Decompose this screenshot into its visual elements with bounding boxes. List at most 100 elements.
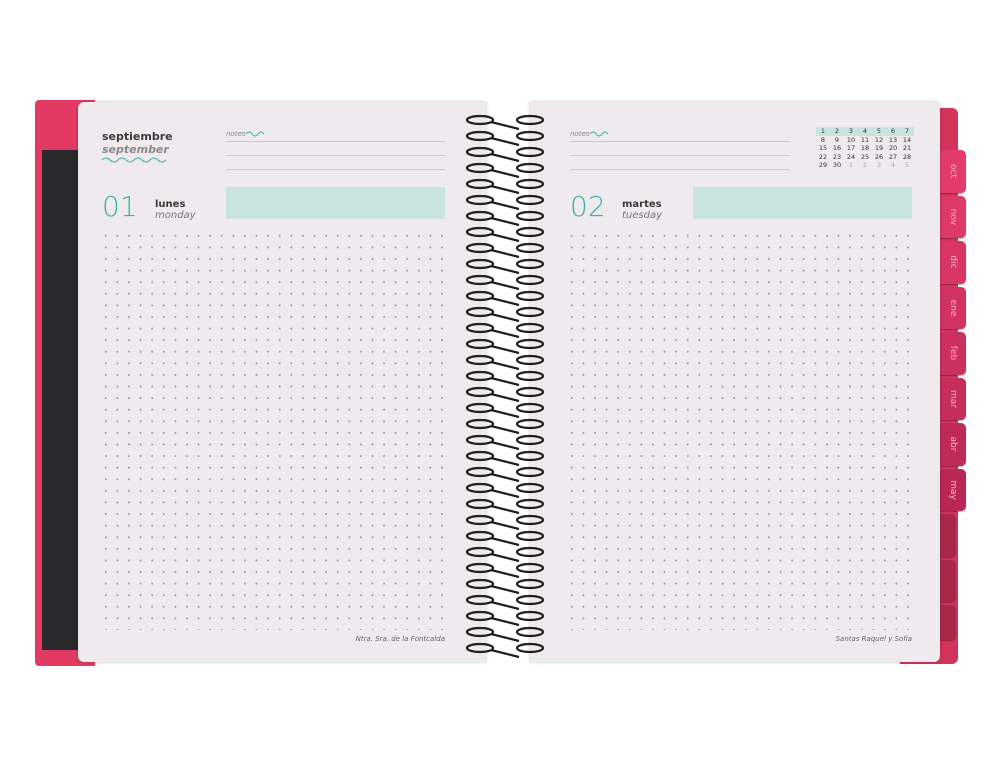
spiral-loop <box>465 546 495 558</box>
spiral-wire <box>490 120 520 131</box>
spiral-loop <box>465 242 495 254</box>
tab-label: feb <box>948 346 958 361</box>
spiral-wire <box>490 184 520 195</box>
spiral-wire <box>490 152 520 163</box>
calendar-day: 10 <box>846 135 856 144</box>
tab-label: may <box>948 479 958 500</box>
calendar-day: 2 <box>862 161 868 169</box>
spiral-wire <box>490 616 520 627</box>
saint-of-day: Ntra. Sra. de la Fontcalda <box>355 635 445 643</box>
calendar-day: 21 <box>902 144 912 152</box>
spiral-loop <box>515 418 545 430</box>
spiral-wire <box>490 376 520 387</box>
spiral-loop <box>465 402 495 414</box>
wave <box>246 131 264 137</box>
spiral-loop <box>465 642 495 654</box>
spiral-loop <box>465 418 495 430</box>
month-tab: ene <box>940 286 966 329</box>
month-tab: may <box>940 468 966 511</box>
note-line <box>570 155 790 156</box>
calendar-day: 29 <box>818 161 828 169</box>
calendar-day: 19 <box>874 144 884 152</box>
calendar-day: 5 <box>904 161 910 169</box>
spiral-loop <box>515 482 545 494</box>
spiral-wire <box>490 568 520 579</box>
spiral-loop <box>465 562 495 574</box>
month-tab: dic <box>940 241 966 284</box>
spiral-loop <box>515 242 545 254</box>
spiral-loop <box>465 290 495 302</box>
spiral-wire <box>490 520 520 531</box>
spiral-loop <box>515 114 545 126</box>
spiral-loop <box>465 434 495 446</box>
spiral-loop <box>515 386 545 398</box>
spiral-wire <box>490 552 520 563</box>
spiral-loop <box>465 258 495 270</box>
notes-label: notes <box>570 130 590 138</box>
spiral-wire <box>490 264 520 275</box>
spiral-loop <box>465 594 495 606</box>
weekday-english: monday <box>155 210 196 221</box>
spiral-loop <box>465 210 495 222</box>
spiral-loop <box>515 226 545 238</box>
tab-label: mar <box>948 389 958 408</box>
calendar-day: 24 <box>846 152 856 161</box>
tab-label: dic <box>948 255 958 269</box>
calendar-day: 8 <box>820 135 826 144</box>
calendar-day: 30 <box>832 161 842 169</box>
spiral-loop <box>465 482 495 494</box>
cover-pocket <box>42 150 80 650</box>
spiral-loop <box>515 354 545 366</box>
spiral-loop <box>515 530 545 542</box>
spiral-loop <box>465 146 495 158</box>
spiral-loop <box>515 210 545 222</box>
calendar-day: 1 <box>820 127 826 135</box>
notes-label: notes <box>226 130 246 138</box>
month-tab: mar <box>940 377 966 420</box>
spiral-loop <box>515 514 545 526</box>
calendar-day: 4 <box>862 127 868 135</box>
spiral-loop <box>465 386 495 398</box>
spiral-loop <box>515 370 545 382</box>
spiral-wire <box>490 360 520 371</box>
calendar-day: 3 <box>876 161 882 169</box>
spiral-loop <box>515 322 545 334</box>
spiral-wire <box>490 200 520 211</box>
calendar-day: 26 <box>874 152 884 161</box>
calendar-day: 13 <box>888 135 898 144</box>
calendar-day: 5 <box>876 127 882 135</box>
month-english: september <box>102 143 169 156</box>
spiral-loop <box>465 194 495 206</box>
spiral-loop <box>515 306 545 318</box>
calendar-day: 3 <box>848 127 854 135</box>
spiral-wire <box>490 168 520 179</box>
spiral-loop <box>465 610 495 622</box>
calendar-day: 2 <box>834 127 840 135</box>
calendar-day: 16 <box>832 144 842 152</box>
spiral-binding <box>465 114 545 659</box>
spiral-wire <box>490 472 520 483</box>
day-number: 02 <box>570 190 606 223</box>
spiral-loop <box>515 450 545 462</box>
month-tab <box>940 605 956 640</box>
spiral-loop <box>465 450 495 462</box>
calendar-day: 14 <box>902 135 912 144</box>
spiral-loop <box>465 578 495 590</box>
calendar-day: 9 <box>834 135 840 144</box>
calendar-day: 11 <box>860 135 870 144</box>
calendar-day: 25 <box>860 152 870 161</box>
month-tab <box>940 514 956 557</box>
calendar-day: 18 <box>860 144 870 152</box>
day-band <box>693 187 912 219</box>
spiral-wire <box>490 440 520 451</box>
note-line <box>226 141 445 142</box>
spiral-loop <box>515 130 545 142</box>
spiral-wire <box>490 488 520 499</box>
spiral-wire <box>490 232 520 243</box>
spiral-wire <box>490 584 520 595</box>
spiral-loop <box>515 610 545 622</box>
spiral-loop <box>465 306 495 318</box>
spiral-loop <box>515 642 545 654</box>
